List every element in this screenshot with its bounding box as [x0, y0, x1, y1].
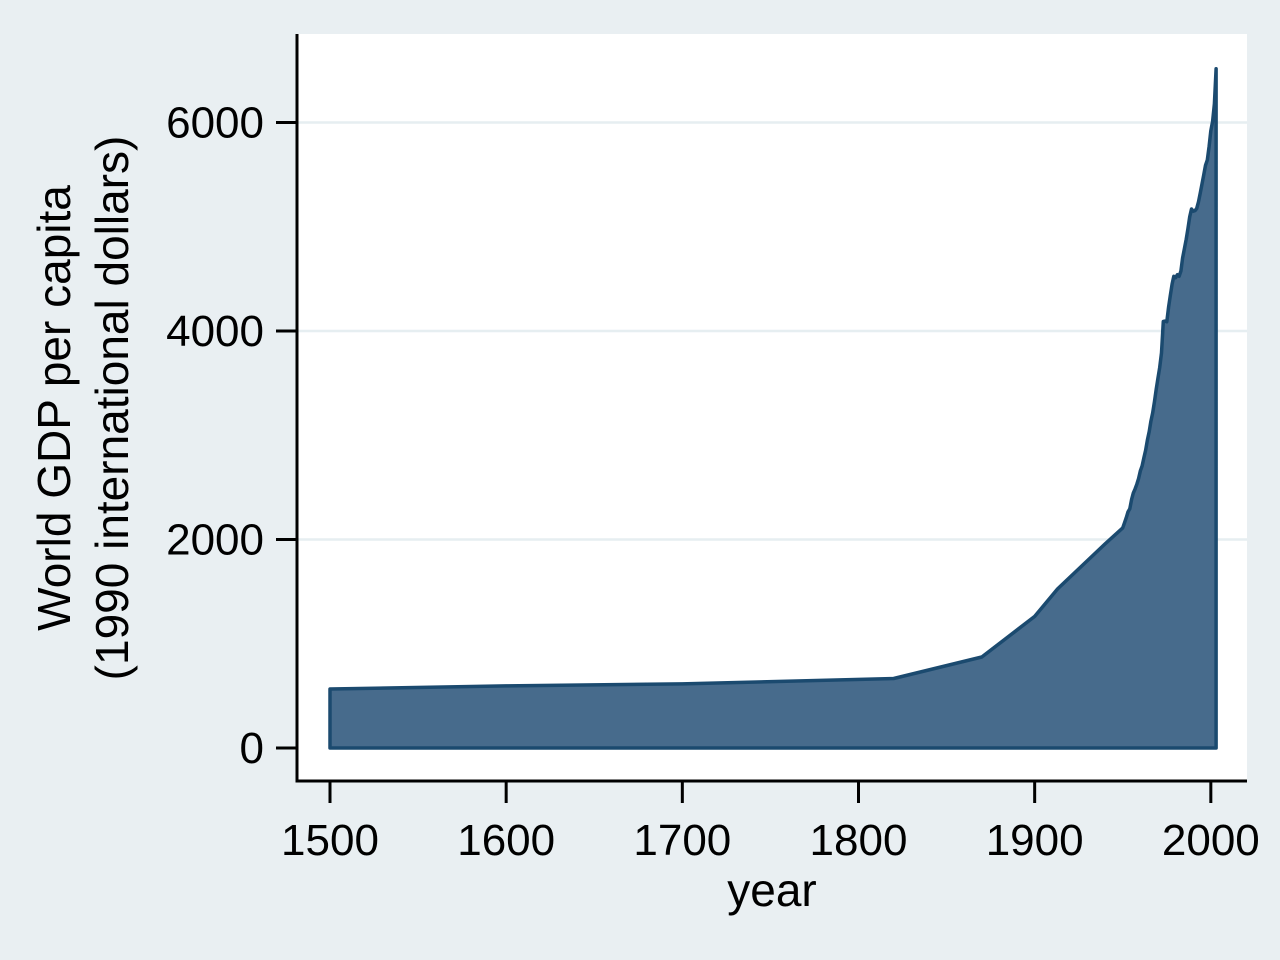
x-tick-label-1700: 1700 — [633, 816, 731, 865]
y-tick-label-6000: 6000 — [166, 99, 264, 148]
y-tick-label-4000: 4000 — [166, 307, 264, 356]
x-tick-label-1900: 1900 — [986, 816, 1084, 865]
x-axis-ticks: 1500 1600 1700 1800 1900 2000 — [281, 782, 1260, 865]
x-tick-label-1800: 1800 — [810, 816, 908, 865]
y-tick-label-0: 0 — [240, 724, 264, 773]
x-tick-label-1500: 1500 — [281, 816, 379, 865]
area-series — [328, 66, 1218, 750]
y-tick-label-2000: 2000 — [166, 516, 264, 565]
x-tick-label-2000: 2000 — [1162, 816, 1260, 865]
x-tick-label-1600: 1600 — [457, 816, 555, 865]
x-axis-title: year — [727, 864, 816, 916]
y-axis-title-line2: (1990 international dollars) — [86, 136, 138, 681]
y-axis-ticks: 0 2000 4000 6000 — [166, 99, 296, 773]
y-axis-title-line1: World GDP per capita — [28, 185, 80, 631]
gridlines — [297, 121, 1247, 541]
world-gdp-area — [328, 66, 1218, 750]
